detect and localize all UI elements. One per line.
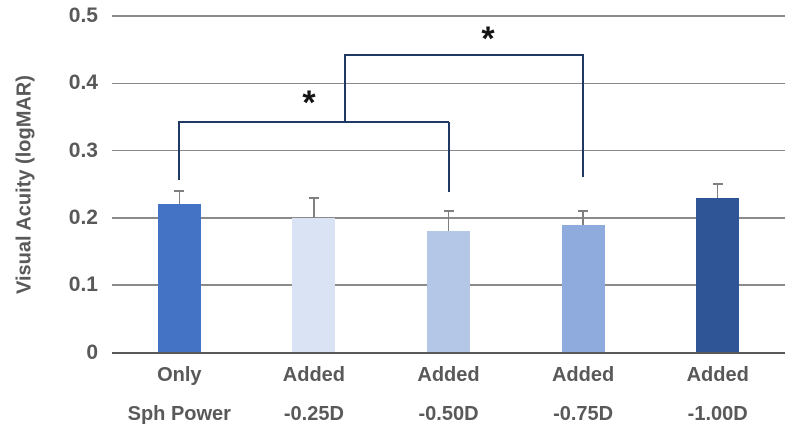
x-label-line2: -1.00D: [687, 403, 748, 425]
error-bar: [582, 211, 584, 225]
error-bar: [178, 190, 181, 205]
x-label-only-sph power: Only Sph Power: [109, 362, 249, 427]
x-label-line1: Only: [157, 364, 202, 386]
error-bar: [447, 211, 450, 232]
x-label-line2: -0.25D: [283, 403, 344, 425]
error-bar: [716, 184, 719, 198]
error-bar-cap: [712, 183, 723, 186]
x-label-added--0.25d: Added -0.25D: [244, 362, 384, 427]
gridline-0.4: [112, 82, 785, 85]
bar-added--1.00d: [696, 197, 740, 353]
y-tick-label-0.5: 0.5: [68, 4, 98, 27]
bar-added--0.50d: [427, 231, 470, 353]
significance-bracket-right-drop: [447, 121, 450, 192]
significance-asterisk: *: [481, 20, 495, 58]
significance-bracket-right-drop: [582, 54, 585, 177]
x-label-line1: Added: [686, 364, 749, 386]
bar-added--0.25d: [292, 217, 336, 353]
error-bar-cap: [308, 196, 319, 199]
x-label-line1: Added: [282, 364, 345, 386]
significance-asterisk: *: [302, 84, 316, 122]
x-axis-line: [112, 351, 785, 354]
y-tick-label-0.4: 0.4: [68, 71, 98, 95]
significance-bracket-horizontal: [344, 53, 585, 56]
x-label-line1: Added: [417, 364, 480, 386]
x-label-line2: -0.75D: [553, 403, 614, 425]
error-bar-cap: [443, 210, 454, 213]
y-tick-label-0.1: 0.1: [68, 273, 98, 297]
error-bar: [313, 197, 315, 218]
significance-bracket-left-drop: [344, 54, 346, 122]
x-label-added--1.00d: Added -1.00D: [648, 362, 788, 427]
bar-added--0.75d: [561, 224, 605, 353]
y-tick-label-0: 0: [86, 340, 98, 364]
error-bar-cap: [174, 189, 185, 192]
x-label-line2: -0.50D: [418, 403, 479, 425]
x-label-line1: Added: [551, 364, 615, 386]
x-label-line2: Sph Power: [127, 403, 231, 425]
y-tick-label-0.2: 0.2: [68, 205, 98, 229]
x-label-added--0.50d: Added -0.50D: [379, 362, 519, 427]
gridline-0.5: [112, 15, 785, 17]
significance-bracket-horizontal: [178, 120, 450, 123]
bar-only-sph power: [157, 204, 201, 353]
y-tick-label-0.3: 0.3: [68, 138, 98, 162]
error-bar-cap: [578, 210, 589, 213]
significance-bracket-left-drop: [178, 121, 181, 181]
x-label-added--0.75d: Added -0.75D: [513, 362, 653, 427]
